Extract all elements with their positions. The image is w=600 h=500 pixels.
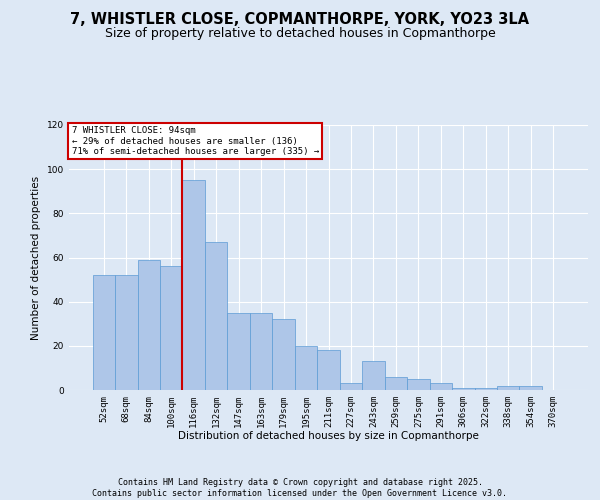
Bar xyxy=(92,275,115,390)
Bar xyxy=(430,384,452,390)
Bar xyxy=(317,350,340,390)
Text: Size of property relative to detached houses in Copmanthorpe: Size of property relative to detached ho… xyxy=(104,28,496,40)
Bar xyxy=(340,384,362,390)
Bar xyxy=(497,386,520,390)
Bar xyxy=(452,388,475,390)
Text: Contains HM Land Registry data © Crown copyright and database right 2025.
Contai: Contains HM Land Registry data © Crown c… xyxy=(92,478,508,498)
Bar xyxy=(227,312,250,390)
Bar xyxy=(295,346,317,390)
Bar xyxy=(407,379,430,390)
Bar xyxy=(250,312,272,390)
Bar xyxy=(475,388,497,390)
Text: 7 WHISTLER CLOSE: 94sqm
← 29% of detached houses are smaller (136)
71% of semi-d: 7 WHISTLER CLOSE: 94sqm ← 29% of detache… xyxy=(71,126,319,156)
X-axis label: Distribution of detached houses by size in Copmanthorpe: Distribution of detached houses by size … xyxy=(178,432,479,442)
Bar xyxy=(115,275,137,390)
Bar xyxy=(385,377,407,390)
Text: 7, WHISTLER CLOSE, COPMANTHORPE, YORK, YO23 3LA: 7, WHISTLER CLOSE, COPMANTHORPE, YORK, Y… xyxy=(70,12,530,28)
Y-axis label: Number of detached properties: Number of detached properties xyxy=(31,176,41,340)
Bar xyxy=(137,260,160,390)
Bar xyxy=(520,386,542,390)
Bar xyxy=(182,180,205,390)
Bar xyxy=(160,266,182,390)
Bar xyxy=(272,320,295,390)
Bar xyxy=(205,242,227,390)
Bar xyxy=(362,362,385,390)
